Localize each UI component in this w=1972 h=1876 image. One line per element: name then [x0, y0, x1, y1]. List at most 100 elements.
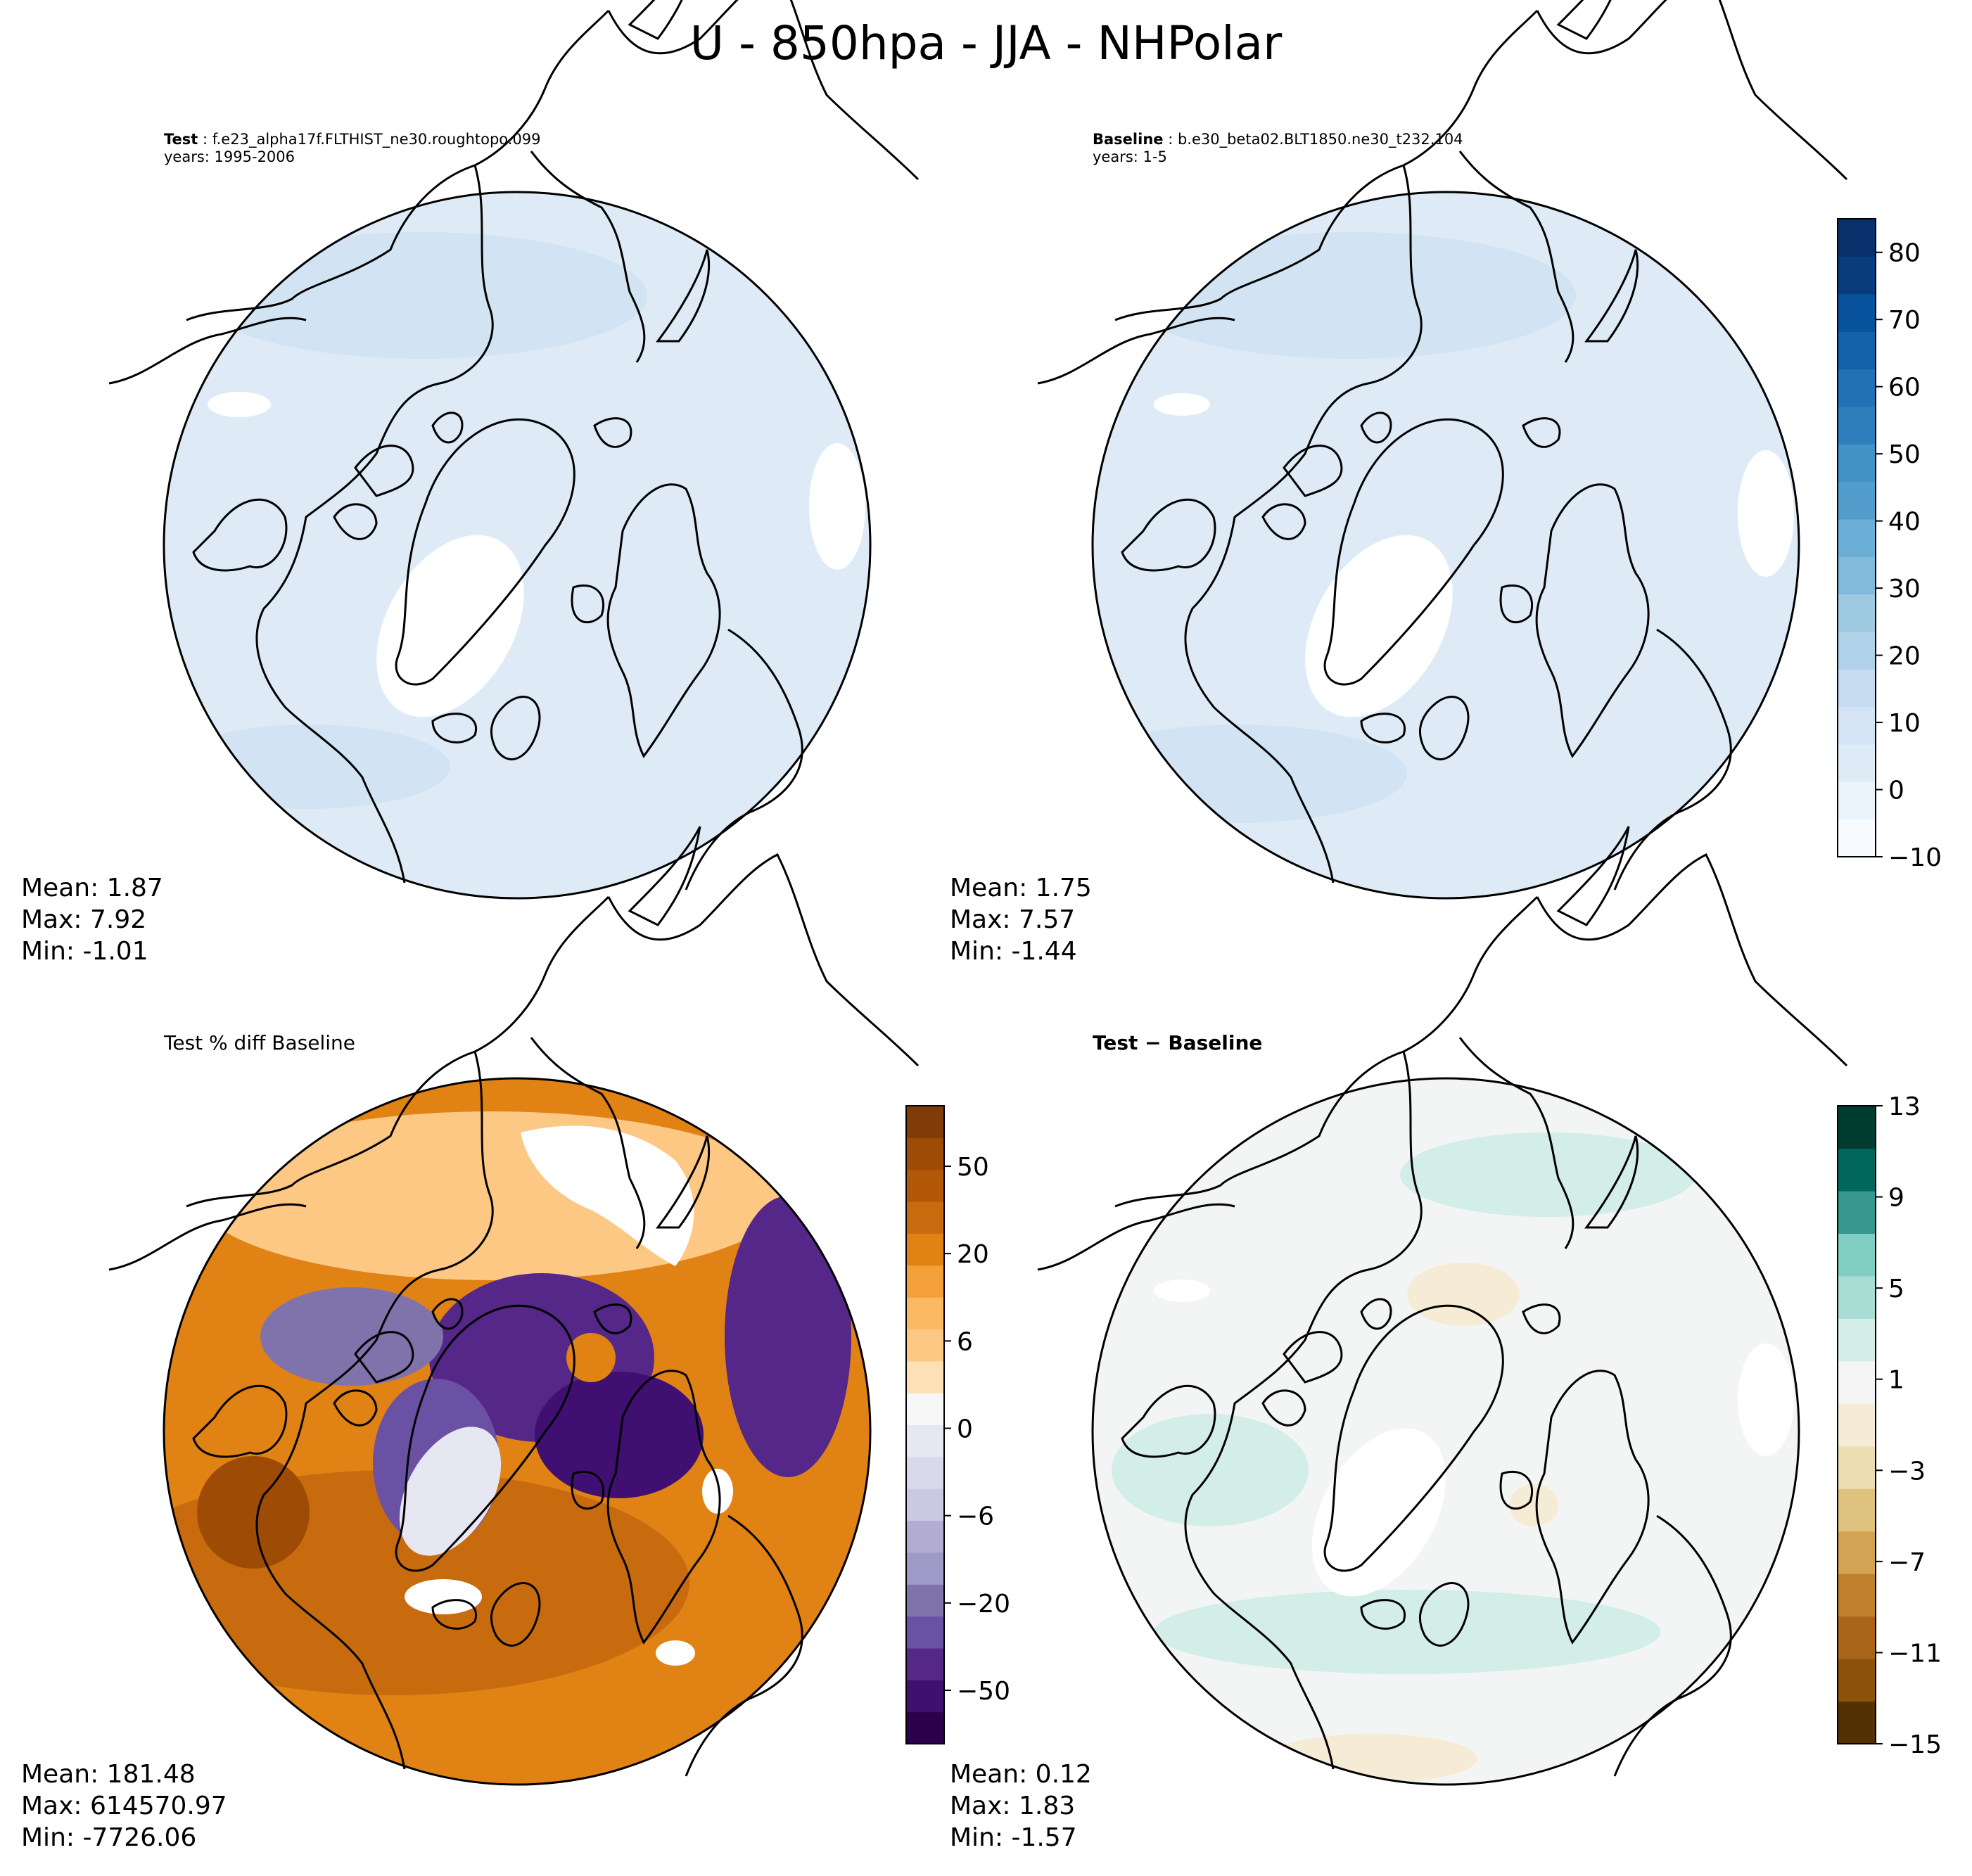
pctdiff-colorbar-tick-label: −6: [957, 1502, 994, 1531]
diff-colorbar-swatch: [1838, 1275, 1876, 1319]
diff-colorbar-swatch: [1838, 1574, 1876, 1617]
baseline-label: Baseline: [1093, 131, 1164, 148]
diff-colorbar: 13 9 5 1 −3 −7 −11 −15: [1837, 1092, 1942, 1759]
field-colorbar-swatch: [1838, 706, 1876, 745]
baseline-panel-title: Baseline : b.e30_beta02.BLT1850.ne30_t23…: [1093, 131, 1463, 165]
pctdiff-colorbar-swatch: [906, 1584, 944, 1617]
diff-colorbar-swatch: [1838, 1488, 1876, 1532]
field-colorbar-tick-label: −10: [1888, 843, 1942, 872]
test-map-band-south: [169, 725, 450, 809]
pctdiff-colorbar-swatch: [906, 1201, 944, 1234]
test-label: Test: [164, 131, 198, 148]
diff-map-green-west: [1112, 1414, 1309, 1526]
diff-colorbar-tick-label: 13: [1888, 1092, 1921, 1121]
baseline-map: [1036, 0, 1848, 900]
test-panel-title: Test : f.e23_alpha17f.FLTHIST_ne30.rough…: [164, 131, 541, 165]
pctdiff-min: Min: -7726.06: [21, 1823, 197, 1852]
field-colorbar-swatch: [1838, 631, 1876, 670]
pctdiff-colorbar-swatch: [906, 1265, 944, 1298]
field-colorbar-swatch: [1838, 293, 1876, 332]
pctdiff-colorbar-swatch: [906, 1456, 944, 1489]
diff-stats: Mean: 0.12 Max: 1.83 Min: -1.57: [950, 1759, 1092, 1853]
field-colorbar-swatch: [1838, 744, 1876, 782]
test-min: Min: -1.01: [21, 937, 148, 966]
baseline-map-band-south: [1093, 725, 1407, 823]
baseline-min: Min: -1.44: [950, 937, 1077, 966]
test-map-boundary: [163, 191, 872, 900]
diff-colorbar-swatch: [1838, 1446, 1876, 1489]
pctdiff-map-white-siberia: [521, 1125, 694, 1266]
pctdiff-colorbar-swatch: [906, 1616, 944, 1649]
diff-map-green-south: [1154, 1590, 1660, 1674]
field-colorbar-tick-label: 30: [1888, 575, 1921, 604]
diff-panel-title: Test − Baseline: [1093, 1031, 1263, 1054]
pctdiff-colorbar-swatch: [906, 1680, 944, 1713]
baseline-stats: Mean: 1.75 Max: 7.57 Min: -1.44: [950, 872, 1092, 967]
pctdiff-colorbar-swatch: [906, 1647, 944, 1680]
pctdiff-map-dark-orange: [197, 1456, 310, 1569]
pctdiff-colorbar-frame: [905, 1105, 945, 1744]
pctdiff-map-purple-east: [725, 1196, 851, 1477]
pctdiff-colorbar-swatch: [906, 1169, 944, 1202]
test-map-greenland-mask: [376, 535, 524, 717]
pctdiff-map-purple-deep: [535, 1372, 704, 1498]
field-colorbar-swatch: [1838, 781, 1876, 820]
diff-min: Min: -1.57: [950, 1823, 1077, 1852]
pctdiff-max: Max: 614570.97: [21, 1792, 227, 1820]
field-colorbar-tick-label: 80: [1888, 239, 1921, 268]
pctdiff-map-white-spot-south: [656, 1640, 695, 1666]
pctdiff-colorbar-tick-label: 50: [957, 1153, 989, 1182]
test-case-name: f.e23_alpha17f.FLTHIST_ne30.roughtopo.09…: [212, 131, 541, 148]
pctdiff-stats: Mean: 181.48 Max: 614570.97 Min: -7726.0…: [21, 1759, 227, 1853]
diff-colorbar-tick-label: −7: [1888, 1548, 1926, 1577]
test-stats: Mean: 1.87 Max: 7.92 Min: -1.01: [21, 872, 163, 967]
pctdiff-colorbar-tick-label: 0: [957, 1415, 973, 1444]
pctdiff-colorbar-swatch: [906, 1711, 944, 1744]
test-mean: Mean: 1.87: [21, 874, 163, 902]
pctdiff-colorbar-swatch: [906, 1520, 944, 1553]
diff-colorbar-swatch: [1838, 1701, 1876, 1744]
field-colorbar-swatch: [1838, 481, 1876, 520]
baseline-max: Max: 7.57: [950, 905, 1076, 934]
diff-colorbar-swatch: [1838, 1403, 1876, 1447]
diff-map: [1036, 825, 1848, 1786]
pctdiff-mean: Mean: 181.48: [21, 1760, 196, 1789]
pctdiff-colorbar-tick-label: 6: [957, 1327, 973, 1356]
pctdiff-colorbar-tick-label: −50: [957, 1677, 1010, 1706]
figure-title: U - 850hpa - JJA - NHPolar: [689, 16, 1283, 70]
field-colorbar-tick-label: 50: [1888, 440, 1921, 469]
diff-max: Max: 1.83: [950, 1792, 1076, 1820]
test-map-band-north: [197, 232, 647, 359]
diff-colorbar-swatch: [1838, 1148, 1876, 1192]
diff-mean: Mean: 0.12: [950, 1760, 1092, 1789]
diff-map-white-patch-east: [1738, 1344, 1794, 1456]
test-years: years: 1995-2006: [164, 148, 295, 165]
diff-colorbar-swatch: [1838, 1659, 1876, 1702]
field-colorbar-swatch: [1838, 819, 1876, 857]
field-colorbar: 80 70 60 50 40 30 20 10 0 −10: [1837, 218, 1942, 872]
pctdiff-colorbar-swatch: [906, 1552, 944, 1585]
field-colorbar-swatch: [1838, 369, 1876, 407]
field-colorbar-tick-label: 70: [1888, 306, 1921, 335]
pctdiff-colorbar-tick-label: −20: [957, 1590, 1010, 1619]
baseline-map-boundary: [1091, 191, 1800, 900]
pctdiff-map-boundary: [163, 1077, 872, 1786]
pctdiff-panel-title: Test % diff Baseline: [164, 1031, 356, 1054]
baseline-case-name: b.e30_beta02.BLT1850.ne30_t232.104: [1177, 131, 1463, 148]
pctdiff-map-white-spot: [702, 1469, 733, 1514]
diff-colorbar-tick-label: 5: [1888, 1275, 1904, 1303]
field-colorbar-swatch: [1838, 256, 1876, 295]
baseline-mean: Mean: 1.75: [950, 874, 1092, 902]
pctdiff-colorbar-swatch: [906, 1360, 944, 1393]
pctdiff-colorbar-swatch: [906, 1424, 944, 1457]
field-colorbar-swatch: [1838, 406, 1876, 445]
pctdiff-colorbar: 50 20 6 0 −6 −20 −50: [905, 1105, 1010, 1744]
diff-colorbar-swatch: [1838, 1233, 1876, 1277]
pctdiff-colorbar-swatch: [906, 1137, 944, 1170]
test-max: Max: 7.92: [21, 905, 147, 934]
field-colorbar-swatch: [1838, 594, 1876, 632]
field-colorbar-tick-label: 0: [1888, 777, 1904, 805]
baseline-years: years: 1-5: [1093, 148, 1167, 165]
diff-map-green-north: [1400, 1132, 1696, 1217]
